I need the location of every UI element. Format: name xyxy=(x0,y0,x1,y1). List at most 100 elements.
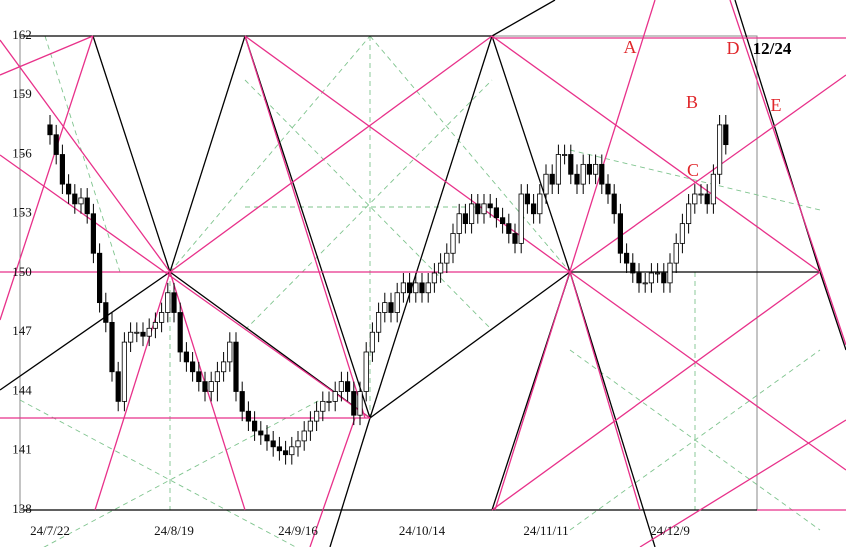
candle-body xyxy=(444,252,450,264)
candle-body xyxy=(363,351,369,392)
candle-body xyxy=(648,272,655,284)
candle-body xyxy=(586,163,593,175)
candle-body xyxy=(289,446,295,456)
candle-body xyxy=(202,381,208,392)
candle-body xyxy=(375,312,382,333)
y-tick-label: 147 xyxy=(12,323,32,338)
candle-body xyxy=(543,173,549,195)
candle-body xyxy=(673,242,679,264)
candle-body xyxy=(165,292,171,313)
candle-body xyxy=(574,173,580,185)
annotation: D xyxy=(727,38,740,58)
candle-body xyxy=(512,233,518,244)
candle-body xyxy=(258,430,264,436)
candle-body xyxy=(227,341,233,363)
x-tick-label: 24/7/22 xyxy=(30,523,70,538)
candle-body xyxy=(599,163,605,185)
candle-body xyxy=(245,410,251,422)
candle-body xyxy=(518,193,524,244)
candle-body xyxy=(189,361,196,373)
y-tick-label: 153 xyxy=(12,205,32,220)
candle-body xyxy=(555,154,562,185)
candle-body xyxy=(419,282,425,294)
candle-body xyxy=(276,446,283,452)
candle-body xyxy=(593,163,599,175)
candle-body xyxy=(499,217,506,225)
candle-body xyxy=(692,193,698,205)
x-tick-label: 24/10/14 xyxy=(399,523,446,538)
green-guides xyxy=(19,35,821,547)
candle-body xyxy=(140,331,146,337)
candle-body xyxy=(437,262,444,274)
candle-body xyxy=(717,124,723,175)
y-tick-label: 162 xyxy=(12,27,32,42)
candle-body xyxy=(158,312,165,323)
candle-body xyxy=(369,331,376,353)
candle-body xyxy=(642,282,648,285)
candle-body xyxy=(493,207,500,219)
y-tick-label: 144 xyxy=(12,382,32,397)
candle-body xyxy=(295,440,301,448)
x-tick-label: 24/11/11 xyxy=(523,523,568,538)
candle-body xyxy=(47,124,53,136)
y-tick-label: 138 xyxy=(12,501,32,516)
candle-body xyxy=(462,213,469,225)
candle-body xyxy=(431,272,438,284)
candle-body xyxy=(326,400,332,403)
candle-body xyxy=(134,331,140,334)
candle-body xyxy=(723,124,729,146)
y-tick-label: 150 xyxy=(12,264,32,279)
labels: 138 141 144 147 150 153 156 159 162 24/7/22 24/8/1… xyxy=(12,27,792,538)
y-tick-label: 156 xyxy=(12,145,32,160)
x-tick-label: 24/12/9 xyxy=(650,523,690,538)
candle-body xyxy=(450,233,456,254)
candle-body xyxy=(382,302,388,313)
y-tick-label: 159 xyxy=(12,86,32,101)
candle-body xyxy=(425,282,431,294)
candle-body xyxy=(301,430,307,442)
candle-body xyxy=(475,203,481,215)
plot-frame xyxy=(19,35,758,511)
candle-body xyxy=(152,321,158,329)
candle-body xyxy=(456,213,462,234)
candle-body xyxy=(344,381,351,392)
candle-body xyxy=(468,203,475,225)
candle-body xyxy=(698,193,704,196)
candle-body xyxy=(53,134,59,155)
candle-body xyxy=(146,327,152,337)
annotation: E xyxy=(771,95,782,115)
candle-body xyxy=(84,197,90,215)
candle-body xyxy=(320,400,326,412)
candle-body xyxy=(506,223,512,234)
candle-body xyxy=(611,193,617,215)
candle-body xyxy=(109,321,115,373)
x-tick-label: 24/9/16 xyxy=(278,523,318,538)
candle-body xyxy=(549,173,555,185)
candle-body xyxy=(78,197,84,205)
candle-body xyxy=(214,371,220,383)
candle-body xyxy=(307,420,314,432)
candle-body xyxy=(394,292,400,313)
candle-body xyxy=(357,391,363,416)
candle-body xyxy=(605,183,611,195)
candle-body xyxy=(524,193,531,205)
candle-body xyxy=(72,193,78,205)
candle-body xyxy=(66,183,72,195)
candle-body xyxy=(90,213,96,254)
x-tick-label: 24/8/19 xyxy=(154,523,194,538)
candle-body xyxy=(624,252,630,264)
candle-body xyxy=(220,361,227,373)
candle-body xyxy=(177,312,183,353)
candle-body xyxy=(233,341,239,392)
candle-body xyxy=(208,381,214,392)
candle-body xyxy=(313,410,320,422)
candle-body xyxy=(338,381,345,392)
candle-body xyxy=(667,262,673,284)
candle-body xyxy=(679,223,686,244)
candle-body xyxy=(115,371,121,402)
candle-body xyxy=(655,272,661,275)
candle-body xyxy=(127,331,134,343)
candle-body xyxy=(406,282,413,294)
